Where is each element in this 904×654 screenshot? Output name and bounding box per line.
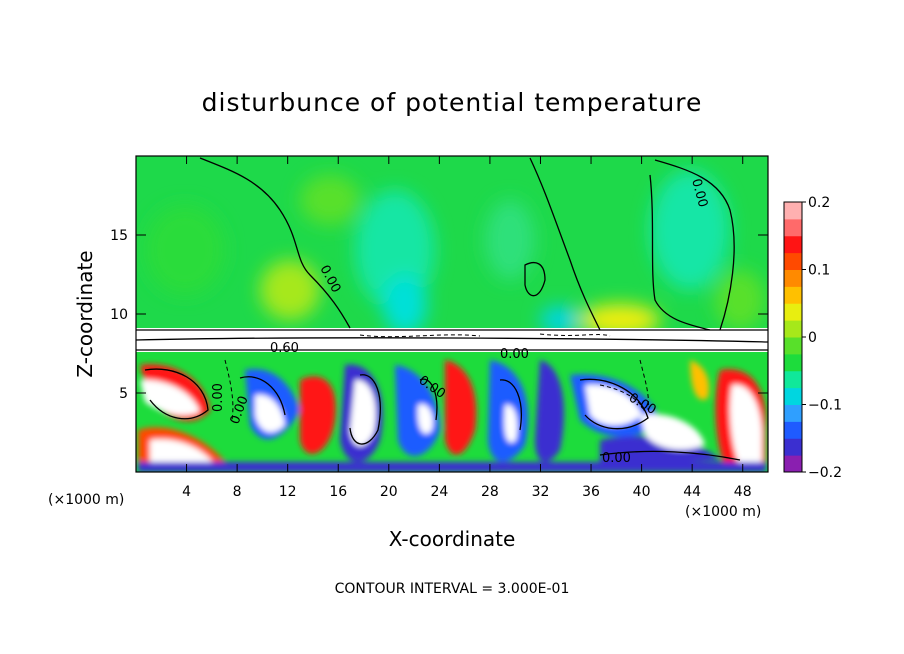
colorbar-tick-label: 0.2 xyxy=(808,195,830,211)
x-tick-label: 36 xyxy=(582,484,600,500)
contour-label: 0.00 xyxy=(500,347,529,362)
contour-lines xyxy=(136,157,768,461)
y-tick-label: 15 xyxy=(110,228,128,244)
y-tick-label: 10 xyxy=(110,307,128,323)
x-tick-label: 28 xyxy=(481,484,499,500)
x-axis-label: X-coordinate xyxy=(389,527,516,551)
contour-label: 0.00 xyxy=(602,451,631,466)
contour-label-group: 0.00 0.00 0.60 0.00 0.00 0.00 0.00 0.00 … xyxy=(211,177,710,466)
colorbar-swatch xyxy=(784,303,802,321)
colorbar-tick-label: −0.2 xyxy=(808,465,842,481)
colorbar-swatch xyxy=(784,353,802,372)
x-unit-right: (×1000 m) xyxy=(685,504,761,520)
x-tick-label: 32 xyxy=(532,484,550,500)
x-unit-left: (×1000 m) xyxy=(48,492,124,508)
colorbar-swatch xyxy=(784,218,802,237)
negative-contours xyxy=(224,333,649,421)
colorbar-tick-label: 0.1 xyxy=(808,263,830,279)
x-tick-label: 12 xyxy=(279,484,297,500)
colorbar-ticks: 0.2 0.1 0 −0.1 −0.2 xyxy=(802,195,842,481)
colorbar-tick-label: −0.1 xyxy=(808,398,842,414)
colorbar-swatch xyxy=(784,252,802,270)
colorbar-swatch xyxy=(784,387,802,405)
y-axis-label: Z-coordinate xyxy=(73,250,97,377)
x-axis: 4 8 12 16 20 24 28 32 36 40 44 48 xyxy=(182,156,752,500)
y-tick-label: 5 xyxy=(119,386,128,402)
colorbar-swatch xyxy=(784,269,802,287)
x-tick-label: 8 xyxy=(233,484,242,500)
colorbar-swatch xyxy=(784,337,802,355)
colorbar-swatch xyxy=(784,286,802,304)
x-tick-label: 16 xyxy=(329,484,347,500)
x-tick-label: 40 xyxy=(633,484,651,500)
colorbar-swatch xyxy=(784,438,802,456)
contour-label: 0.00 xyxy=(688,177,710,209)
colorbar-swatch xyxy=(784,235,802,254)
colorbar xyxy=(783,201,803,473)
colorbar-swatch xyxy=(784,370,802,389)
x-tick-label: 20 xyxy=(380,484,398,500)
colorbar-swatch xyxy=(784,455,802,473)
contour-interval-note: CONTOUR INTERVAL = 3.000E-01 xyxy=(335,581,570,597)
contour-label: 0.00 xyxy=(211,383,226,412)
x-tick-label: 44 xyxy=(683,484,701,500)
colorbar-tick-label: 0 xyxy=(808,330,817,346)
y-axis: 5 10 15 xyxy=(110,228,768,402)
colorbar-swatch xyxy=(784,404,802,422)
x-tick-label: 48 xyxy=(734,484,752,500)
colorbar-swatch xyxy=(784,320,802,338)
colorbar-swatch xyxy=(784,421,802,439)
colorbar-swatch xyxy=(784,202,802,220)
contour-label: 0.60 xyxy=(270,341,299,356)
x-tick-label: 4 xyxy=(182,484,191,500)
chart-title: disturbunce of potential temperature xyxy=(202,88,703,117)
plot-area xyxy=(136,156,768,472)
lower-field-shading xyxy=(138,360,766,472)
x-tick-label: 24 xyxy=(430,484,448,500)
